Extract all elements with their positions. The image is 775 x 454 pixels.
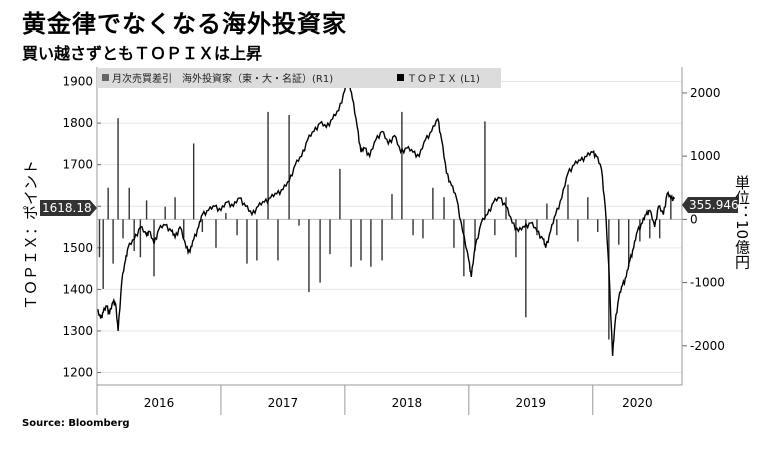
flow-bar (174, 197, 176, 220)
flow-bar (536, 219, 538, 236)
right-axis-title: 単位：10億円 (733, 175, 751, 270)
flow-bar (381, 219, 383, 261)
source-note: Source: Bloomberg (22, 418, 130, 429)
right-tick-label: 2000 (690, 86, 721, 100)
right-tick-label: -1000 (690, 276, 725, 290)
flow-bar (256, 219, 258, 261)
legend-entry-topix: ＴＯＰＩＸ (L1) (407, 74, 480, 85)
flow-bar (128, 187, 130, 220)
flow-bar (298, 219, 300, 226)
flow-bar (153, 219, 155, 277)
flow-bar (658, 219, 661, 239)
left-tick-label: 1500 (62, 241, 93, 255)
flow-bar (556, 219, 558, 236)
flow-bar (267, 111, 269, 220)
flow-bar (432, 187, 434, 220)
right-tick-label: -2000 (690, 339, 725, 353)
flow-bar (412, 219, 414, 236)
flow-bar (246, 219, 248, 264)
year-label: 2017 (268, 396, 299, 410)
right-axis-ticks: 2000 1000 0 -1000 -2000 (682, 86, 725, 353)
topix-line (96, 75, 676, 356)
flow-bar (339, 168, 341, 220)
flow-bar (102, 219, 104, 289)
flow-bar (649, 219, 651, 239)
left-tick-label: 1300 (62, 324, 93, 338)
flow-bar (122, 219, 124, 239)
flow-bar (201, 219, 204, 233)
flow-bar (117, 118, 119, 220)
x-axis-year-labels: 2016 2017 2018 2019 2020 (144, 396, 653, 410)
flow-bar (308, 219, 310, 293)
gridlines (97, 81, 682, 374)
flow-bar (370, 219, 372, 267)
flow-bar (422, 219, 424, 239)
year-label: 2018 (392, 396, 423, 410)
flow-bar (107, 187, 109, 220)
flow-bar (145, 200, 148, 220)
flow-bar (474, 219, 476, 251)
chart-subtitle: 買い越さずともＴＯＰＩＸは上昇 (22, 44, 263, 63)
last-value-topix-text: 1618.18 (42, 201, 92, 215)
last-value-topix: 1618.18 (40, 200, 97, 216)
left-tick-label: 1800 (62, 116, 93, 130)
flow-bar (164, 206, 166, 220)
left-tick-label: 1400 (62, 282, 93, 296)
flow-bar (277, 219, 279, 261)
legend-swatch-bars (102, 74, 109, 81)
year-label: 2020 (622, 396, 653, 410)
flow-bar (329, 219, 331, 255)
flow-bar (112, 219, 114, 264)
flow-bar (597, 219, 599, 233)
flow-bar (463, 219, 465, 277)
flow-bar (484, 121, 486, 220)
right-tick-label: 0 (690, 212, 698, 226)
flow-bar (225, 213, 227, 220)
flow-bar (192, 143, 195, 220)
flow-bar (577, 219, 579, 242)
flow-bar (525, 219, 527, 318)
year-dividers (220, 385, 594, 415)
flow-bar (360, 219, 362, 261)
flow-bar (183, 219, 185, 239)
flow-bar (587, 197, 589, 220)
flow-bar (288, 115, 290, 220)
flow-bar (215, 219, 217, 248)
left-tick-label: 1900 (62, 75, 93, 89)
left-tick-label: 1200 (62, 366, 93, 380)
flow-bar (505, 197, 507, 220)
flow-bar (350, 219, 352, 267)
left-axis-title: ＴＯＰＩＸ：ポイント (22, 160, 40, 310)
flow-bar (670, 196, 672, 220)
flow-bar (546, 203, 548, 220)
flow-bar (401, 111, 403, 220)
year-label: 2019 (516, 396, 547, 410)
chart-title: 黄金律でなくなる海外投資家 (22, 10, 347, 38)
legend-entry-bars: 月次売買差引 海外投資家（東・大・名証）(R1) (112, 72, 333, 85)
flow-bar (133, 219, 135, 251)
flow-bar (443, 197, 445, 220)
flow-bar (567, 184, 569, 220)
flow-bar (453, 219, 455, 248)
left-tick-label: 1700 (62, 158, 93, 172)
flow-bar (139, 219, 142, 258)
flow-bar (628, 219, 630, 267)
flow-bar (236, 219, 238, 236)
flow-bar (98, 219, 101, 258)
right-tick-label: 1000 (690, 149, 721, 163)
flow-bar (618, 219, 620, 245)
last-value-flow-text: 355.946 (689, 198, 739, 212)
left-axis-ticks: 12001300140015001600170018001900 (62, 75, 101, 380)
legend: 月次売買差引 海外投資家（東・大・名証）(R1) ＴＯＰＩＸ (L1) (97, 68, 501, 88)
flow-bar (391, 194, 393, 220)
year-label: 2016 (144, 396, 175, 410)
legend-swatch-topix (397, 74, 404, 81)
flow-bar (494, 219, 496, 236)
last-value-flow: 355.946 (682, 197, 739, 213)
flow-bar (319, 219, 321, 283)
plot-area (97, 67, 682, 415)
flow-bar (515, 219, 517, 258)
